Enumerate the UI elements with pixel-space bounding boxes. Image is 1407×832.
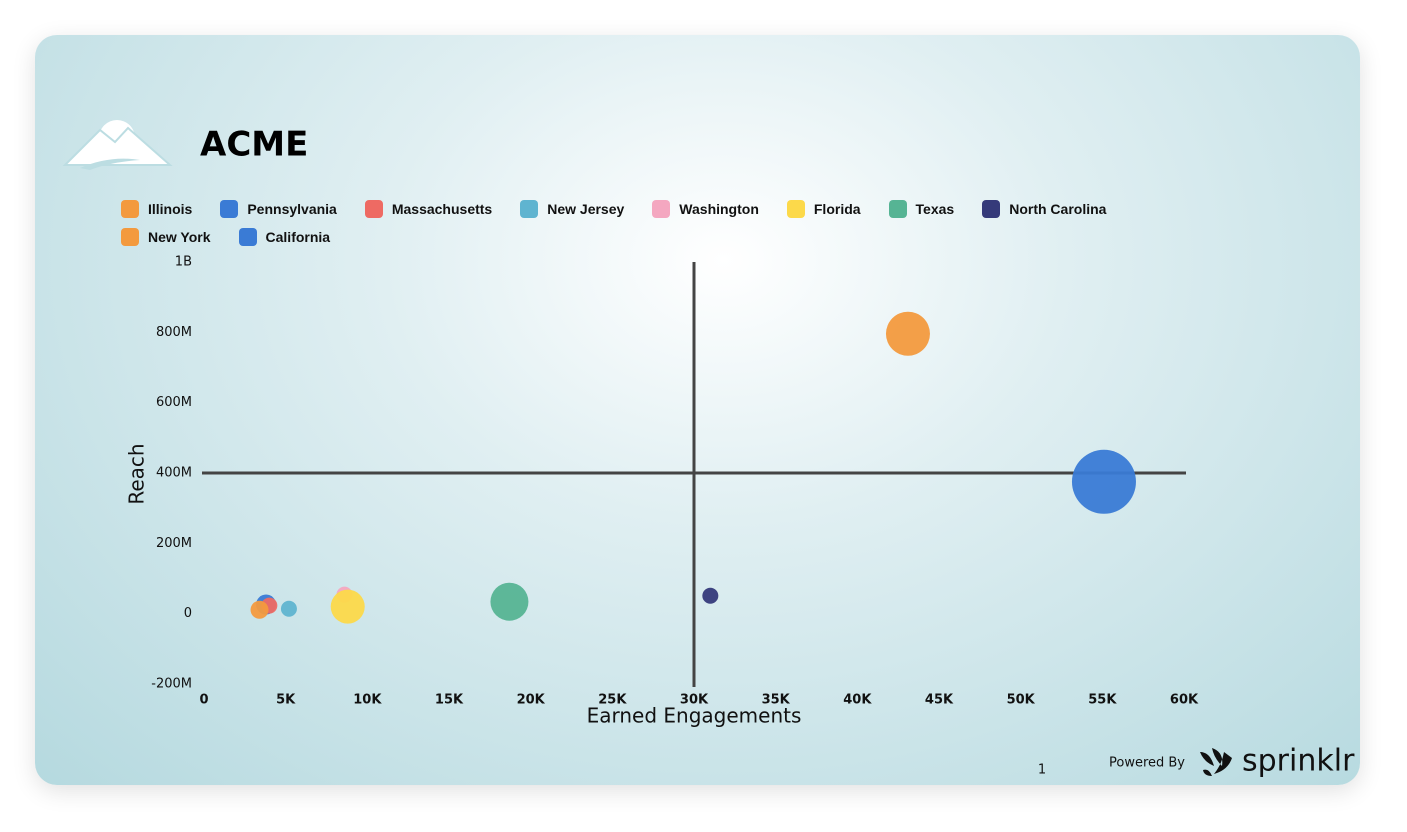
x-tick-label: 55K — [1088, 693, 1117, 708]
y-tick-label: -200M — [151, 677, 192, 692]
x-tick-label: 30K — [680, 693, 709, 708]
legend-item[interactable]: Texas — [888, 200, 955, 218]
title: ACME — [200, 125, 308, 165]
legend-item[interactable]: New York — [121, 228, 211, 246]
y-tick-label: 800M — [156, 325, 192, 340]
powered-by: Powered By — [1109, 756, 1185, 771]
x-tick-label: 5K — [276, 693, 296, 708]
legend-swatch — [982, 200, 1001, 218]
x-tick-label: 35K — [762, 693, 791, 708]
legend-item[interactable]: California — [238, 228, 331, 246]
legend-swatch — [888, 200, 907, 218]
legend-label: Texas — [915, 201, 955, 217]
x-tick-label: 60K — [1170, 693, 1199, 708]
legend-label: Florida — [813, 201, 861, 217]
y-axis-label: Reach — [125, 443, 149, 504]
legend-swatch — [652, 200, 671, 218]
x-tick-label: 40K — [843, 693, 872, 708]
legend-swatch — [364, 200, 383, 218]
logo — [62, 120, 173, 170]
y-tick-label: 400M — [156, 466, 192, 481]
y-tick-label: 0 — [184, 606, 192, 621]
legend-swatch — [220, 200, 239, 218]
legend-label: North Carolina — [1009, 201, 1107, 217]
legend-swatch — [520, 200, 539, 218]
brand-icon — [1200, 748, 1232, 776]
legend-item[interactable]: Massachusetts — [364, 200, 493, 218]
bubble — [490, 582, 529, 621]
legend-swatch — [238, 228, 257, 246]
legend-item[interactable]: New Jersey — [520, 200, 624, 218]
bubble — [250, 600, 269, 619]
legend-item[interactable]: North Carolina — [982, 200, 1106, 218]
card — [35, 35, 1360, 785]
legend-item[interactable]: Washington — [652, 200, 759, 218]
bubble — [885, 311, 930, 356]
brand: sprinklr — [1242, 744, 1355, 779]
x-tick-label: 25K — [598, 693, 627, 708]
bubble — [1071, 449, 1136, 514]
legend-label: New York — [148, 229, 211, 245]
legend: Illinois Pennsylvania Massachusetts New Jer… — [121, 200, 1121, 246]
x-axis-label: Earned Engagements — [587, 704, 802, 728]
legend-label: Massachusetts — [391, 201, 493, 217]
x-tick-label: 45K — [925, 693, 954, 708]
bubble — [702, 587, 719, 604]
bubble — [280, 600, 297, 617]
legend-label: New Jersey — [547, 201, 625, 217]
legend-swatch — [786, 200, 805, 218]
y-tick-label: 1B — [175, 255, 192, 270]
x-tick-label: 15K — [435, 693, 464, 708]
y-tick-label: 200M — [156, 536, 192, 551]
legend-item[interactable]: Illinois — [121, 200, 192, 218]
legend-label: California — [265, 229, 331, 245]
legend-label: Illinois — [148, 201, 193, 217]
legend-item[interactable]: Florida — [786, 200, 861, 218]
legend-item[interactable]: Pennsylvania — [220, 200, 337, 218]
legend-swatch — [121, 228, 139, 246]
x-tick-label: 20K — [517, 693, 546, 708]
x-tick-label: 10K — [353, 693, 382, 708]
x-tick-label: 0 — [199, 693, 208, 708]
bubble — [330, 589, 365, 624]
legend-label: Pennsylvania — [247, 201, 337, 217]
x-tick-label: 50K — [1007, 693, 1036, 708]
y-tick-label: 600M — [156, 395, 192, 410]
legend-swatch — [121, 200, 139, 218]
page-number: 1 — [1038, 763, 1046, 778]
legend-label: Washington — [679, 201, 759, 217]
